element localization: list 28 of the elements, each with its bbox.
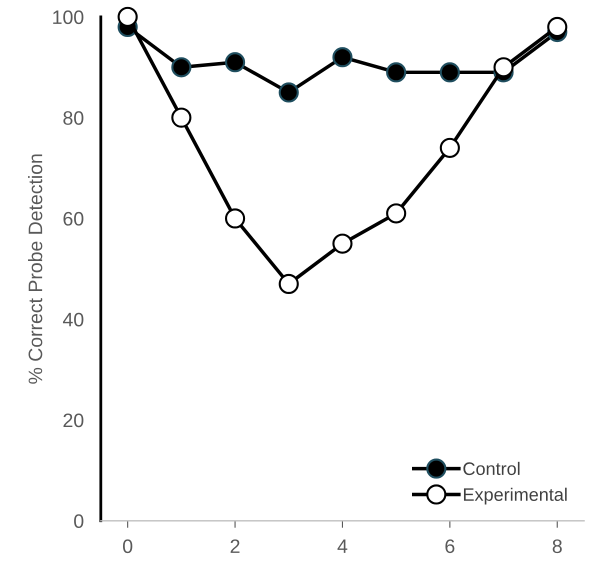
x-tick-label: 6 <box>445 539 454 554</box>
x-tick-label: 2 <box>230 539 240 553</box>
y-axis-title: % Correct Probe Detection <box>28 154 42 384</box>
point <box>278 274 299 294</box>
point <box>386 62 406 82</box>
point <box>440 62 460 82</box>
x-tick-label: 0 <box>123 539 132 554</box>
point <box>224 208 246 229</box>
x-tick-label: 8 <box>552 539 562 554</box>
y-tick-label: 40 <box>62 312 84 326</box>
y-tick-label: 100 <box>53 10 84 24</box>
point <box>332 47 353 68</box>
point <box>386 203 406 224</box>
point <box>171 57 192 78</box>
legend-label: Control <box>463 462 520 476</box>
point <box>493 57 514 78</box>
legend-label: Experimental <box>464 488 567 505</box>
y-tick-label: 0 <box>74 514 84 528</box>
point <box>118 6 138 27</box>
y-tick-label: 20 <box>63 413 84 428</box>
x-tick-label: 4 <box>338 540 348 553</box>
point <box>278 82 299 103</box>
point <box>332 234 353 254</box>
point <box>224 52 246 72</box>
y-tick-label: 60 <box>64 212 84 226</box>
y-tick-label: 80 <box>63 111 84 125</box>
point <box>440 138 460 158</box>
point <box>171 108 192 128</box>
